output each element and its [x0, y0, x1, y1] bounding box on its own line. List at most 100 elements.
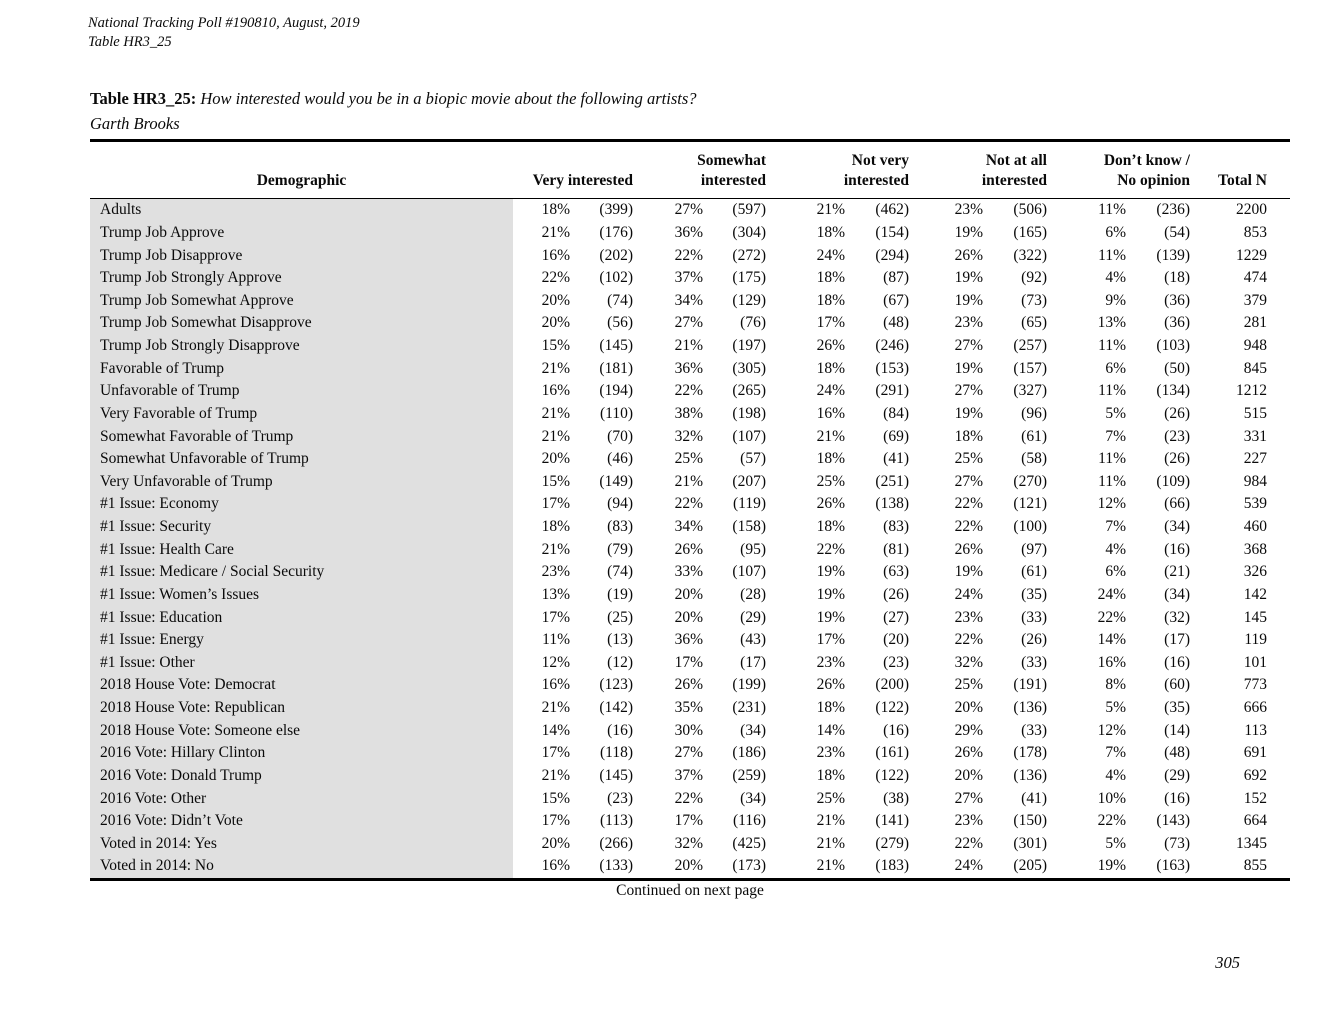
- count-cell: (69): [883, 427, 909, 445]
- percent-cell: 22%: [954, 518, 983, 536]
- percent-cell: 19%: [816, 585, 845, 603]
- table-row: Favorable of Trump 21% (181) 36% (305) 18% (15…: [90, 357, 1290, 380]
- count-cell: (34): [740, 789, 766, 807]
- percent-cell: 19%: [954, 291, 983, 309]
- count-cell: (35): [1021, 585, 1047, 603]
- percent-cell: 20%: [541, 291, 570, 309]
- percent-cell: 16%: [541, 246, 570, 264]
- count-cell: (50): [1164, 359, 1190, 377]
- count-cell: (97): [1021, 540, 1047, 558]
- percent-cell: 24%: [816, 246, 845, 264]
- percent-cell: 21%: [541, 223, 570, 241]
- percent-cell: 6%: [1105, 563, 1126, 581]
- count-cell: (83): [883, 518, 909, 536]
- percent-cell: 22%: [1097, 608, 1126, 626]
- table-row: Trump Job Approve 21% (176) 36% (304) 18% (154…: [90, 221, 1290, 245]
- count-cell: (236): [1156, 201, 1190, 219]
- demographic-cell: #1 Issue: Other: [90, 651, 513, 675]
- percent-cell: 27%: [954, 789, 983, 807]
- total-n-cell: 855: [1243, 857, 1267, 875]
- column-header-line2: Very interested: [532, 172, 633, 189]
- percent-cell: 17%: [816, 314, 845, 332]
- count-cell: (597): [732, 201, 766, 219]
- percent-cell: 7%: [1105, 427, 1126, 445]
- demographic-cell: 2018 House Vote: Republican: [90, 696, 513, 720]
- demographic-cell: Voted in 2014: Yes: [90, 832, 513, 856]
- count-cell: (102): [599, 269, 633, 287]
- percent-cell: 16%: [541, 857, 570, 875]
- percent-cell: 24%: [954, 585, 983, 603]
- percent-cell: 26%: [816, 337, 845, 355]
- percent-cell: 22%: [541, 269, 570, 287]
- percent-cell: 18%: [816, 269, 845, 287]
- percent-cell: 18%: [954, 427, 983, 445]
- percent-cell: 11%: [542, 631, 570, 649]
- count-cell: (92): [1021, 269, 1047, 287]
- count-cell: (197): [732, 337, 766, 355]
- percent-cell: 6%: [1105, 223, 1126, 241]
- percent-cell: 21%: [541, 540, 570, 558]
- demographic-cell: Favorable of Trump: [90, 357, 513, 380]
- count-cell: (301): [1013, 834, 1047, 852]
- total-n-cell: 666: [1243, 699, 1267, 717]
- count-cell: (113): [600, 812, 633, 830]
- percent-cell: 20%: [954, 766, 983, 784]
- count-cell: (139): [1156, 246, 1190, 264]
- count-cell: (425): [732, 834, 766, 852]
- percent-cell: 17%: [541, 608, 570, 626]
- demographic-cell: 2018 House Vote: Democrat: [90, 674, 513, 697]
- percent-cell: 5%: [1105, 834, 1126, 852]
- count-cell: (199): [732, 676, 766, 694]
- count-cell: (107): [732, 563, 766, 581]
- percent-cell: 17%: [541, 744, 570, 762]
- percent-cell: 36%: [674, 223, 703, 241]
- percent-cell: 23%: [954, 314, 983, 332]
- total-n-cell: 145: [1243, 608, 1267, 626]
- column-header-line1: Not at all: [985, 152, 1047, 169]
- percent-cell: 20%: [541, 450, 570, 468]
- count-cell: (200): [875, 676, 909, 694]
- count-cell: (161): [875, 744, 909, 762]
- percent-cell: 19%: [816, 563, 845, 581]
- percent-cell: 21%: [816, 201, 845, 219]
- count-cell: (73): [1164, 834, 1190, 852]
- percent-cell: 20%: [674, 608, 703, 626]
- count-cell: (16): [1164, 653, 1190, 671]
- column-header-label: Total N: [1218, 172, 1267, 189]
- count-cell: (266): [599, 834, 633, 852]
- count-cell: (183): [875, 857, 909, 875]
- continued-note: Continued on next page: [616, 882, 764, 899]
- table-row: Trump Job Disapprove 16% (202) 22% (272) 24% (…: [90, 244, 1290, 267]
- count-cell: (272): [732, 246, 766, 264]
- count-cell: (29): [740, 608, 766, 626]
- percent-cell: 36%: [674, 631, 703, 649]
- percent-cell: 15%: [541, 789, 570, 807]
- percent-cell: 24%: [954, 857, 983, 875]
- table-row: Voted in 2014: Yes 20% (266) 32% (425) 21% (27…: [90, 832, 1290, 856]
- percent-cell: 14%: [541, 721, 570, 739]
- percent-cell: 4%: [1105, 766, 1126, 784]
- percent-cell: 27%: [954, 337, 983, 355]
- count-cell: (123): [599, 676, 633, 694]
- total-n-cell: 460: [1243, 518, 1267, 536]
- total-n-cell: 692: [1243, 766, 1267, 784]
- count-cell: (122): [875, 766, 909, 784]
- count-cell: (246): [875, 337, 909, 355]
- total-n-cell: 1229: [1236, 246, 1267, 264]
- count-cell: (103): [1156, 337, 1190, 355]
- total-n-cell: 984: [1243, 472, 1267, 490]
- column-header-line1: Don’t know /: [1103, 152, 1190, 169]
- percent-cell: 22%: [954, 834, 983, 852]
- demographic-cell: Trump Job Strongly Disapprove: [90, 334, 513, 358]
- total-n-cell: 281: [1243, 314, 1267, 332]
- table-title-subject: Garth Brooks: [90, 114, 180, 133]
- percent-cell: 4%: [1105, 269, 1126, 287]
- percent-cell: 20%: [954, 699, 983, 717]
- percent-cell: 19%: [954, 563, 983, 581]
- demographic-cell: #1 Issue: Medicare / Social Security: [90, 561, 513, 584]
- count-cell: (270): [1013, 472, 1047, 490]
- percent-cell: 22%: [674, 382, 703, 400]
- table-title-line1: Table HR3_25: How interested would you b…: [90, 86, 697, 111]
- count-cell: (23): [883, 653, 909, 671]
- demographic-cell: #1 Issue: Security: [90, 515, 513, 539]
